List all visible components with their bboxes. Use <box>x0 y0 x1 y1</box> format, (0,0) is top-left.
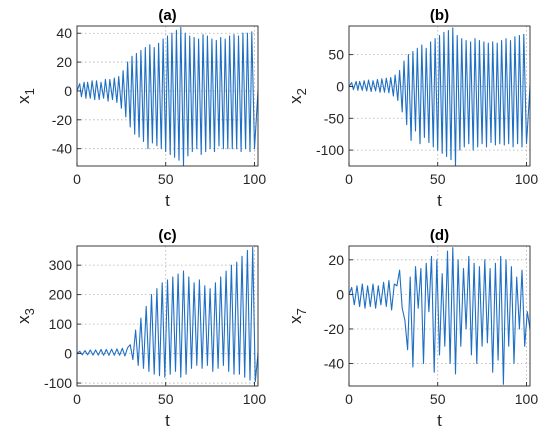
y-axis-label: x1 <box>14 88 37 104</box>
y-tick-label: 300 <box>49 257 73 273</box>
x-tick-label: 100 <box>515 391 539 407</box>
panel-a: 0 50 100 -40 -20 0 20 40 (a) t x1 <box>14 7 266 210</box>
y-axis-label: x2 <box>286 88 309 104</box>
y-tick-label: -100 <box>316 142 344 158</box>
x-axis-label: t <box>437 411 442 430</box>
x-tick-label: 0 <box>345 171 353 187</box>
y-tick-label: 0 <box>64 83 72 99</box>
x-tick-label: 50 <box>430 171 446 187</box>
y-tick-label: 0 <box>64 346 72 362</box>
x-tick-label: 50 <box>158 171 174 187</box>
chart-title: (a) <box>158 7 176 24</box>
chart-title: (b) <box>430 7 449 24</box>
y-tick-label: -20 <box>324 321 344 337</box>
x-axis-label: t <box>165 411 170 430</box>
y-tick-label: -50 <box>324 110 344 126</box>
x-tick-label: 100 <box>243 391 267 407</box>
x-tick-label: 50 <box>158 391 174 407</box>
x-axis-label: t <box>437 191 442 210</box>
series-line <box>349 247 530 385</box>
axes-box <box>348 245 531 387</box>
x-tick-label: 100 <box>515 171 539 187</box>
y-tick-label: -40 <box>324 356 344 372</box>
series-line <box>77 26 258 166</box>
y-tick-label: 20 <box>56 54 72 70</box>
y-axis-label: x3 <box>14 308 37 324</box>
x-tick-label: 100 <box>243 171 267 187</box>
y-tick-label: 0 <box>336 78 344 94</box>
x-tick-label: 0 <box>73 391 81 407</box>
x-tick-label: 0 <box>345 391 353 407</box>
chart-title: (c) <box>158 227 176 244</box>
panel-b: 0 50 100 -100 -50 0 50 (b) t x2 <box>286 7 538 210</box>
series-line <box>77 246 258 383</box>
y-tick-label: -40 <box>52 141 72 157</box>
y-tick-label: 0 <box>336 286 344 302</box>
x-axis-label: t <box>165 191 170 210</box>
chart-title: (d) <box>430 227 449 244</box>
y-tick-label: 50 <box>328 47 344 63</box>
y-tick-label: -20 <box>52 112 72 128</box>
y-axis-label: x7 <box>286 308 309 324</box>
axes-box <box>76 25 259 167</box>
series-line <box>349 27 530 166</box>
y-tick-label: 100 <box>49 316 73 332</box>
axes-box <box>76 245 259 387</box>
axes-box <box>348 25 531 167</box>
y-tick-label: 40 <box>56 25 72 41</box>
x-tick-label: 50 <box>430 391 446 407</box>
y-tick-label: 200 <box>49 287 73 303</box>
y-tick-label: -100 <box>44 375 72 391</box>
x-tick-label: 0 <box>73 171 81 187</box>
panel-d: 0 50 100 -40 -20 0 20 (d) t x7 <box>286 227 538 430</box>
y-tick-label: 20 <box>328 252 344 268</box>
